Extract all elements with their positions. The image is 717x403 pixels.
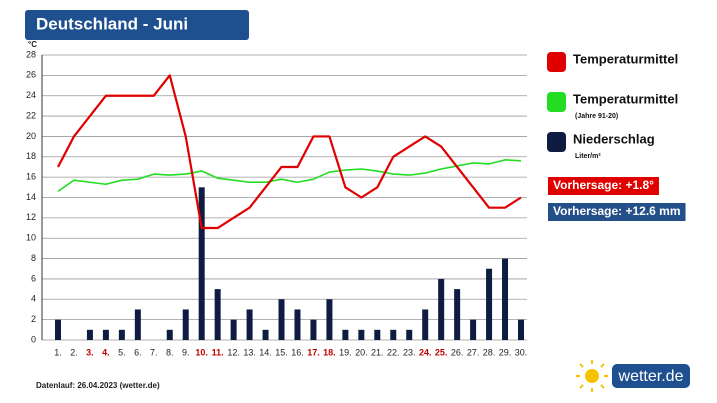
y-tick-label: 2	[31, 314, 36, 324]
bar	[518, 319, 524, 340]
bar	[214, 289, 221, 340]
y-unit: °C	[28, 40, 37, 49]
y-tick-label: 28	[26, 49, 36, 59]
bar	[358, 329, 365, 340]
line	[57, 159, 522, 193]
logo-box	[612, 364, 690, 388]
sun-rays	[576, 360, 608, 392]
bar	[486, 268, 493, 340]
bar	[310, 319, 317, 340]
legend-swatch	[547, 92, 566, 112]
bar	[102, 329, 109, 340]
x-tick-label: 26.	[451, 347, 464, 357]
y-tick-label: 16	[26, 172, 36, 182]
legend-label: Temperaturmittel	[573, 51, 678, 66]
bar	[374, 329, 381, 340]
bar	[294, 309, 301, 340]
x-tick-label: 15.	[275, 347, 288, 357]
sun	[585, 369, 599, 383]
x-tick-label: 20.	[355, 347, 368, 357]
y-tick-label: 20	[26, 131, 36, 141]
source: Datenlauf: 26.04.2023 (wetter.de)	[36, 381, 160, 390]
bar	[262, 329, 269, 340]
chart-title: Deutschland - Juni	[36, 14, 188, 33]
y-tick-label: 14	[26, 192, 36, 202]
bar	[134, 309, 141, 340]
bar	[198, 187, 205, 340]
x-tick-label: 11.	[212, 347, 224, 357]
annotation: Vorhersage: +12.6 mm	[553, 204, 681, 218]
x-tick-label: 12.	[227, 347, 240, 357]
x-tick-label: 18.	[323, 347, 336, 357]
legend-label: Niederschlag	[573, 131, 655, 146]
bar	[438, 278, 445, 340]
line	[57, 74, 522, 230]
x-tick-label: 3.	[86, 347, 94, 357]
annotation: Vorhersage: +1.8°	[553, 178, 654, 192]
bar	[454, 289, 461, 340]
y-tick-label: 10	[26, 233, 36, 243]
y-tick-label: 6	[31, 273, 36, 283]
y-tick-label: 0	[31, 334, 36, 344]
bar	[422, 309, 429, 340]
bar	[326, 299, 333, 340]
x-tick-label: 21.	[371, 347, 384, 357]
y-tick-label: 24	[26, 90, 36, 100]
x-tick-label: 27.	[467, 347, 480, 357]
bar	[86, 329, 93, 340]
bar	[118, 329, 125, 340]
x-tick-label: 1.	[54, 347, 62, 357]
legend-label: Temperaturmittel	[573, 91, 678, 106]
y-tick-label: 18	[26, 151, 36, 161]
bar	[166, 329, 173, 340]
y-tick-label: 12	[26, 212, 36, 222]
logo: wetter.de	[576, 360, 690, 392]
x-tick-label: 30.	[515, 347, 528, 357]
logo-text: wetter.de	[618, 368, 684, 385]
x-tick-label: 4.	[102, 347, 110, 357]
x-tick-label: 5.	[118, 347, 126, 357]
y-tick-label: 8	[31, 253, 36, 263]
legend-swatch	[547, 52, 566, 72]
x-tick-label: 29.	[499, 347, 512, 357]
x-tick-label: 7.	[150, 347, 158, 357]
y-tick-label: 4	[31, 294, 36, 304]
x-tick-label: 16.	[291, 347, 304, 357]
title-box	[25, 10, 249, 40]
annotation-box	[548, 203, 686, 221]
x-tick-label: 19.	[339, 347, 352, 357]
x-tick-label: 17.	[307, 347, 320, 357]
x-tick-label: 25.	[435, 347, 448, 357]
x-tick-label: 9.	[182, 347, 190, 357]
x-tick-label: 10.	[195, 347, 208, 357]
x-tick-label: 2.	[70, 347, 78, 357]
x-tick-label: 24.	[419, 347, 432, 357]
x-tick-label: 14.	[259, 347, 272, 357]
x-tick-label: 8.	[166, 347, 174, 357]
bar	[246, 309, 253, 340]
bar	[278, 299, 285, 340]
bar	[182, 309, 189, 340]
x-tick-label: 23.	[403, 347, 416, 357]
legend-swatch	[547, 132, 566, 152]
legend-note: (Jahre 91-20)	[575, 113, 618, 120]
y-tick-label: 26	[26, 70, 36, 80]
bar	[502, 258, 509, 340]
bar	[390, 329, 397, 340]
bar	[342, 329, 349, 340]
bar	[406, 329, 413, 340]
legend-unit: Liter/m²	[575, 153, 601, 160]
x-tick-label: 28.	[483, 347, 496, 357]
bar	[470, 319, 477, 340]
y-tick-label: 22	[26, 110, 36, 120]
x-tick-label: 22.	[387, 347, 400, 357]
annotation-box	[548, 177, 659, 195]
x-tick-label: 6.	[134, 347, 142, 357]
bar	[230, 319, 237, 340]
bar	[55, 319, 61, 340]
x-tick-label: 13.	[243, 347, 256, 357]
